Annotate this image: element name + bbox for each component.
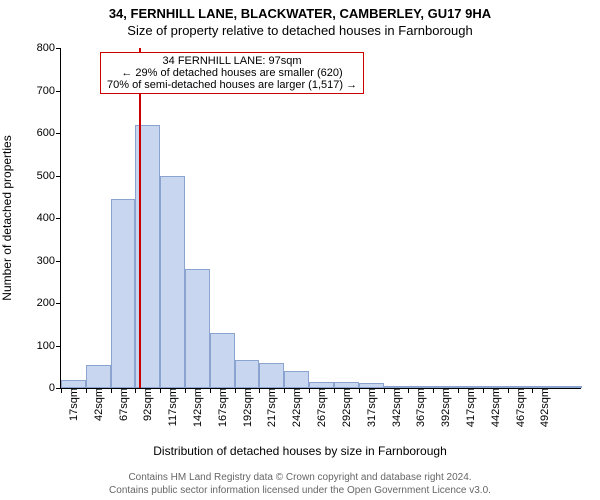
histogram-bar <box>86 365 111 388</box>
histogram-bar <box>408 386 433 388</box>
x-tick-label: 167sqm <box>213 388 229 427</box>
plot-area: 010020030040050060070080017sqm42sqm67sqm… <box>60 48 581 389</box>
y-tick-mark <box>56 133 61 134</box>
x-tick-label: 317sqm <box>362 388 378 427</box>
x-axis-title: Distribution of detached houses by size … <box>0 444 600 458</box>
footer-line-1: Contains HM Land Registry data © Crown c… <box>0 472 600 485</box>
x-tick-mark <box>433 388 434 393</box>
x-tick-mark <box>359 388 360 393</box>
x-tick-label: 92sqm <box>138 388 154 421</box>
x-tick-mark <box>284 388 285 393</box>
x-tick-mark <box>235 388 236 393</box>
histogram-bar <box>210 333 235 388</box>
x-tick-label: 192sqm <box>238 388 254 427</box>
x-tick-mark <box>458 388 459 393</box>
x-tick-mark <box>61 388 62 393</box>
histogram-bar <box>61 380 86 388</box>
x-tick-label: 292sqm <box>337 388 353 427</box>
chart-title: 34, FERNHILL LANE, BLACKWATER, CAMBERLEY… <box>0 0 600 21</box>
x-tick-mark <box>185 388 186 393</box>
x-tick-label: 67sqm <box>114 388 130 421</box>
histogram-bar <box>284 371 309 388</box>
y-tick-mark <box>56 346 61 347</box>
x-tick-label: 42sqm <box>89 388 105 421</box>
x-tick-mark <box>111 388 112 393</box>
x-tick-label: 392sqm <box>436 388 452 427</box>
footer-line-2: Contains public sector information licen… <box>0 485 600 498</box>
histogram-bar <box>557 386 582 388</box>
histogram-bar <box>483 386 508 388</box>
histogram-bar <box>532 386 557 388</box>
histogram-bar <box>508 386 533 388</box>
histogram-bar <box>185 269 210 388</box>
histogram-bar <box>433 386 458 388</box>
x-tick-mark <box>309 388 310 393</box>
histogram-bar <box>111 199 136 388</box>
x-tick-mark <box>86 388 87 393</box>
x-tick-label: 417sqm <box>461 388 477 427</box>
histogram-bar <box>309 382 334 388</box>
y-tick-mark <box>56 303 61 304</box>
x-tick-label: 217sqm <box>262 388 278 427</box>
chart-subtitle: Size of property relative to detached ho… <box>0 21 600 38</box>
chart-root: 34, FERNHILL LANE, BLACKWATER, CAMBERLEY… <box>0 0 600 500</box>
annotation-line-1: 34 FERNHILL LANE: 97sqm <box>107 55 357 67</box>
histogram-bar <box>259 363 284 389</box>
histogram-bar <box>160 176 185 389</box>
x-tick-label: 492sqm <box>535 388 551 427</box>
x-tick-label: 342sqm <box>387 388 403 427</box>
x-tick-mark <box>334 388 335 393</box>
y-axis-title: Number of detached properties <box>0 135 14 300</box>
annotation-box: 34 FERNHILL LANE: 97sqm ← 29% of detache… <box>100 52 364 94</box>
histogram-bar <box>235 360 260 388</box>
x-tick-mark <box>160 388 161 393</box>
histogram-bar <box>384 386 409 388</box>
y-tick-mark <box>56 48 61 49</box>
footer-attribution: Contains HM Land Registry data © Crown c… <box>0 472 600 497</box>
x-tick-label: 142sqm <box>188 388 204 427</box>
histogram-bar <box>359 383 384 388</box>
x-tick-mark <box>259 388 260 393</box>
x-tick-mark <box>408 388 409 393</box>
histogram-bar <box>458 386 483 388</box>
y-tick-mark <box>56 261 61 262</box>
y-tick-mark <box>56 218 61 219</box>
x-tick-mark <box>532 388 533 393</box>
x-tick-mark <box>483 388 484 393</box>
y-tick-mark <box>56 176 61 177</box>
x-tick-label: 367sqm <box>411 388 427 427</box>
x-tick-label: 117sqm <box>163 388 179 426</box>
annotation-line-3: 70% of semi-detached houses are larger (… <box>107 79 357 91</box>
x-tick-mark <box>135 388 136 393</box>
annotation-line-2: ← 29% of detached houses are smaller (62… <box>107 67 357 79</box>
x-tick-label: 267sqm <box>312 388 328 427</box>
x-tick-label: 442sqm <box>486 388 502 427</box>
x-tick-mark <box>210 388 211 393</box>
x-tick-label: 17sqm <box>64 388 80 421</box>
y-tick-mark <box>56 91 61 92</box>
property-marker-line <box>139 48 141 388</box>
x-tick-label: 467sqm <box>511 388 527 427</box>
histogram-bar <box>334 382 359 388</box>
x-tick-mark <box>384 388 385 393</box>
x-tick-label: 242sqm <box>287 388 303 427</box>
x-tick-mark <box>508 388 509 393</box>
